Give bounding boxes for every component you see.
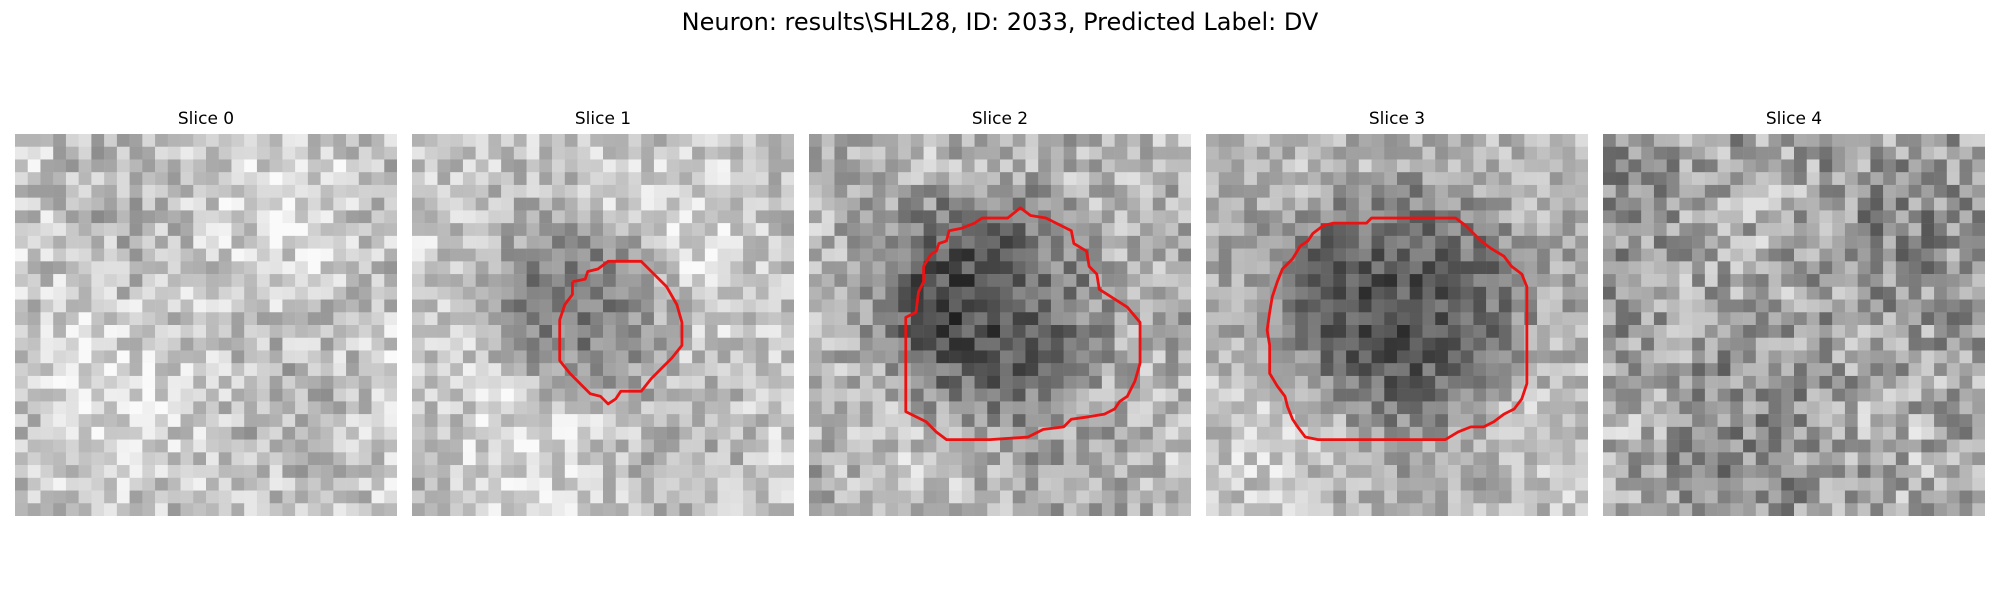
slice-title-0: Slice 0	[177, 109, 235, 129]
slice-image-1	[412, 134, 794, 516]
slice-title-4: Slice 4	[1765, 109, 1823, 129]
segmentation-contour-2	[904, 206, 1142, 442]
slice-image-3	[1206, 134, 1588, 516]
figure-title: Neuron: results\SHL28, ID: 2033, Predict…	[681, 8, 1319, 36]
slice-panel-4: Slice 4	[1603, 108, 1985, 522]
slice-title-2: Slice 2	[971, 109, 1029, 129]
slice-image-0	[15, 134, 397, 516]
slice-panel-1: Slice 1	[412, 108, 794, 522]
slice-title-3: Slice 3	[1368, 109, 1426, 129]
slice-image-4	[1603, 134, 1985, 516]
slice-panel-0: Slice 0	[15, 108, 397, 522]
slice-panel-3: Slice 3	[1206, 108, 1588, 522]
slice-image-2	[809, 134, 1191, 516]
segmentation-contour-3	[1265, 216, 1529, 442]
slice-panel-2: Slice 2	[809, 108, 1191, 522]
slice-title-1: Slice 1	[574, 109, 632, 129]
segmentation-contour-1	[558, 259, 684, 406]
